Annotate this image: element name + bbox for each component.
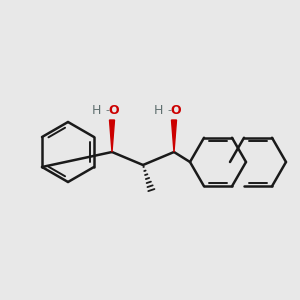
Text: -: - [167,105,171,115]
Polygon shape [110,120,115,152]
Text: H: H [91,103,101,116]
Text: H: H [153,103,163,116]
Text: O: O [109,103,119,116]
Text: -: - [105,105,109,115]
Text: O: O [171,103,181,116]
Polygon shape [172,120,176,152]
